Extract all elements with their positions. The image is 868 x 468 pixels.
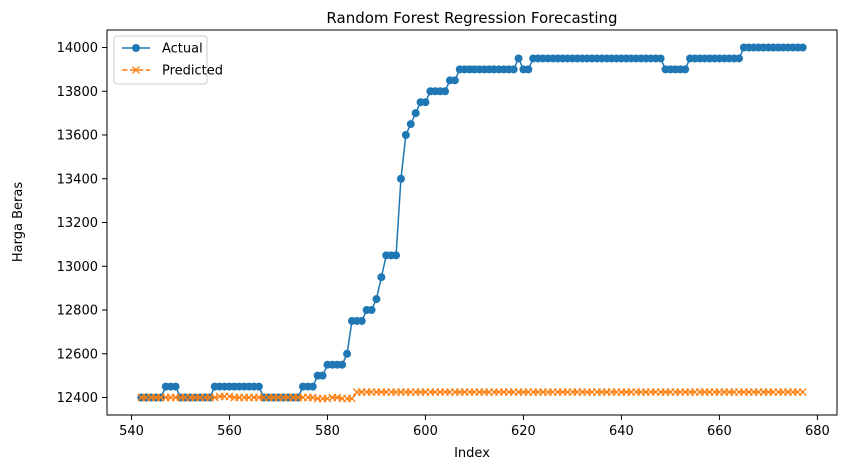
data-point	[735, 54, 744, 63]
plot-area	[137, 43, 807, 403]
data-point	[450, 76, 459, 85]
data-point	[171, 382, 180, 391]
y-tick-label: 14000	[57, 41, 98, 56]
data-point	[411, 109, 420, 118]
x-tick-label: 660	[707, 424, 732, 439]
y-tick-label: 13400	[57, 172, 98, 187]
series-line	[141, 391, 803, 400]
data-point	[798, 43, 807, 52]
data-point	[509, 65, 518, 74]
data-point	[254, 382, 263, 391]
data-point	[372, 295, 381, 304]
x-tick-label: 560	[217, 424, 242, 439]
data-point	[357, 316, 366, 325]
x-tick-label: 580	[315, 424, 340, 439]
x-tick-label: 640	[609, 424, 634, 439]
x-axis: 540 560 580 600 620 640 660 680	[119, 415, 830, 439]
data-point	[318, 371, 327, 380]
y-tick-label: 13000	[57, 260, 98, 275]
x-tick-label: 540	[119, 424, 144, 439]
legend-label: Predicted	[162, 64, 223, 79]
data-point	[392, 251, 401, 260]
y-tick-label: 12400	[57, 391, 98, 406]
data-point	[338, 360, 347, 369]
data-point	[377, 273, 386, 282]
legend: Actual Predicted	[113, 35, 223, 85]
y-tick-label: 13800	[57, 85, 98, 100]
y-axis: 12400 12600 12800 13000 13200 13400 13600 13800…	[57, 41, 107, 406]
x-tick-label: 680	[805, 424, 830, 439]
data-point	[681, 65, 690, 74]
data-point	[348, 394, 356, 403]
chart-title: Random Forest Regression Forecasting	[326, 9, 617, 27]
data-point	[798, 388, 807, 396]
legend-marker	[132, 66, 140, 74]
y-tick-label: 12600	[57, 347, 98, 362]
y-tick-label: 12800	[57, 304, 98, 319]
data-point	[514, 54, 523, 63]
series-predicted	[137, 388, 807, 403]
y-axis-label: Harga Beras	[11, 182, 26, 262]
data-point	[401, 131, 410, 139]
x-tick-label: 620	[511, 424, 536, 439]
data-point	[656, 54, 665, 63]
legend-marker	[132, 44, 140, 52]
y-tick-label: 13200	[57, 216, 98, 231]
data-point	[396, 174, 405, 183]
data-point	[441, 87, 450, 96]
data-point	[524, 65, 533, 74]
legend-label: Actual	[162, 42, 203, 57]
data-point	[367, 306, 376, 314]
data-point	[308, 382, 317, 391]
data-point	[421, 98, 430, 107]
x-axis-label: Index	[454, 446, 490, 461]
y-tick-label: 13600	[57, 129, 98, 144]
data-point	[343, 349, 352, 358]
data-point	[406, 120, 415, 129]
x-tick-label: 600	[413, 424, 438, 439]
